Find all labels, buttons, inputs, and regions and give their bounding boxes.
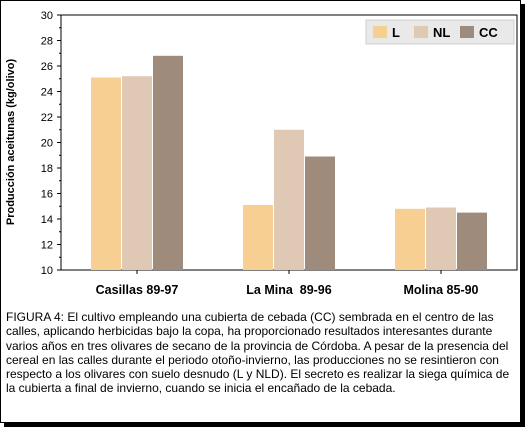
legend-swatch-nl	[414, 26, 428, 38]
bar-cc-3	[457, 212, 487, 270]
bars-group	[91, 55, 487, 270]
legend: L NL CC	[365, 19, 515, 45]
x-category-label-2: La Mina 89-96	[246, 283, 331, 297]
bar-nl-1	[122, 76, 152, 270]
x-category-label-3: Molina 85-90	[403, 283, 478, 297]
y-tick-label-16: 16	[41, 189, 53, 201]
legend-label-l: L	[392, 25, 400, 40]
y-tick-label-26: 26	[41, 61, 53, 73]
x-category-label-1: Casillas 89-97	[96, 283, 179, 297]
y-tick-label-20: 20	[41, 138, 53, 150]
figure-caption: FIGURA 4: El cultivo empleando una cubie…	[6, 310, 510, 396]
y-ticks-group: 10 12 14 16 18 20 22 24 26 28 30	[41, 10, 61, 277]
bar-chart: 10 12 14 16 18 20 22 24 26 28 30 Casillas 89-97 La …	[5, 10, 518, 297]
y-tick-label-12: 12	[41, 240, 53, 252]
bar-l-3	[395, 208, 425, 270]
y-tick-label-10: 10	[41, 265, 53, 277]
bar-l-1	[91, 77, 121, 270]
bar-l-2	[243, 204, 273, 270]
frame-shadow-right	[521, 4, 525, 427]
y-tick-label-30: 30	[41, 10, 53, 22]
y-tick-label-24: 24	[41, 87, 53, 99]
y-tick-label-14: 14	[41, 214, 53, 226]
y-axis-label: Producción aceitunas (kg/olivo)	[5, 59, 17, 226]
y-tick-label-28: 28	[41, 36, 53, 48]
legend-box	[365, 19, 515, 45]
bar-nl-3	[426, 207, 456, 270]
legend-swatch-l	[373, 26, 387, 38]
bar-cc-1	[153, 55, 183, 270]
legend-label-cc: CC	[479, 25, 498, 40]
legend-swatch-cc	[460, 26, 474, 38]
y-tick-label-22: 22	[41, 112, 53, 124]
x-categories-group: Casillas 89-97 La Mina 89-96 Molina 85-90	[96, 270, 479, 297]
bar-cc-2	[305, 156, 335, 270]
y-tick-label-18: 18	[41, 163, 53, 175]
bar-nl-2	[274, 129, 304, 270]
frame-shadow-bottom	[4, 423, 525, 427]
legend-label-nl: NL	[433, 25, 450, 40]
